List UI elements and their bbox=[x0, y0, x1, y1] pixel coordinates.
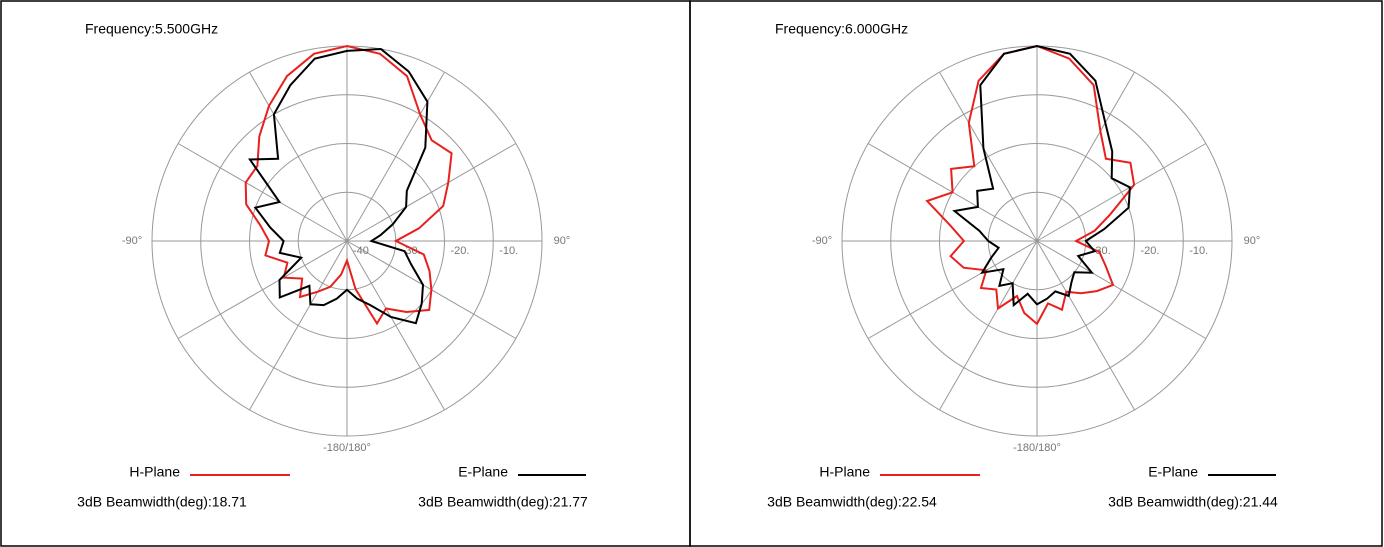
grid-spoke bbox=[346, 240, 445, 411]
r-tick-label: -20. bbox=[451, 245, 470, 257]
grid-spoke bbox=[249, 71, 348, 242]
r-tick-label: -30. bbox=[1092, 245, 1111, 257]
legend-label: E-Plane bbox=[1148, 464, 1198, 480]
pattern-line bbox=[248, 47, 429, 325]
r-tick-label: -10. bbox=[499, 245, 518, 257]
theta-tick-label: -180/180° bbox=[1013, 442, 1061, 454]
theta-tick-label: 90° bbox=[554, 235, 571, 247]
grid-spoke bbox=[346, 143, 517, 242]
pattern-line bbox=[244, 44, 453, 326]
grid-spoke bbox=[1036, 240, 1135, 411]
legend-label: H-Plane bbox=[129, 464, 180, 480]
chart-title: Frequency:5.500GHz bbox=[85, 21, 218, 37]
theta-tick-label: -180/180° bbox=[323, 442, 371, 454]
r-tick-label: -40 bbox=[353, 245, 369, 257]
theta-tick-label: -90° bbox=[812, 235, 832, 247]
grid-spoke bbox=[177, 240, 348, 339]
legend-label: H-Plane bbox=[819, 464, 870, 480]
grid-spoke bbox=[939, 240, 1038, 411]
theta-tick-label: -90° bbox=[122, 235, 142, 247]
grid-spoke bbox=[1036, 71, 1135, 242]
panel-border bbox=[689, 0, 1383, 547]
beamwidth-label: 3dB Beamwidth(deg):18.71 bbox=[77, 494, 247, 510]
grid-spoke bbox=[939, 71, 1038, 242]
r-tick-label: -20. bbox=[1141, 245, 1160, 257]
pattern-line bbox=[952, 44, 1131, 308]
beamwidth-label: 3dB Beamwidth(deg):22.54 bbox=[767, 494, 937, 510]
grid-spoke bbox=[249, 240, 348, 411]
beamwidth-label: 3dB Beamwidth(deg):21.44 bbox=[1108, 494, 1278, 510]
panel-border bbox=[0, 0, 691, 547]
grid-spoke bbox=[867, 240, 1038, 339]
legend-label: E-Plane bbox=[458, 464, 508, 480]
pattern-line bbox=[925, 44, 1136, 326]
polar-chart: -40 -30. -20. -10.-90° 90°-180/180°Frequency… bbox=[77, 21, 588, 510]
beamwidth-label: 3dB Beamwidth(deg):21.77 bbox=[418, 494, 588, 510]
grid-spoke bbox=[1036, 143, 1207, 242]
r-tick-label: -10. bbox=[1189, 245, 1208, 257]
grid-spoke bbox=[1036, 240, 1207, 339]
grid-spoke bbox=[177, 143, 348, 242]
grid-spoke bbox=[346, 71, 445, 242]
polar-chart: -30. -20. -10. -90° 90° -180/180° Frequency:6.… bbox=[767, 21, 1278, 510]
chart-title: Frequency:6.000GHz bbox=[775, 21, 908, 37]
theta-tick-label: 90° bbox=[1244, 235, 1261, 247]
